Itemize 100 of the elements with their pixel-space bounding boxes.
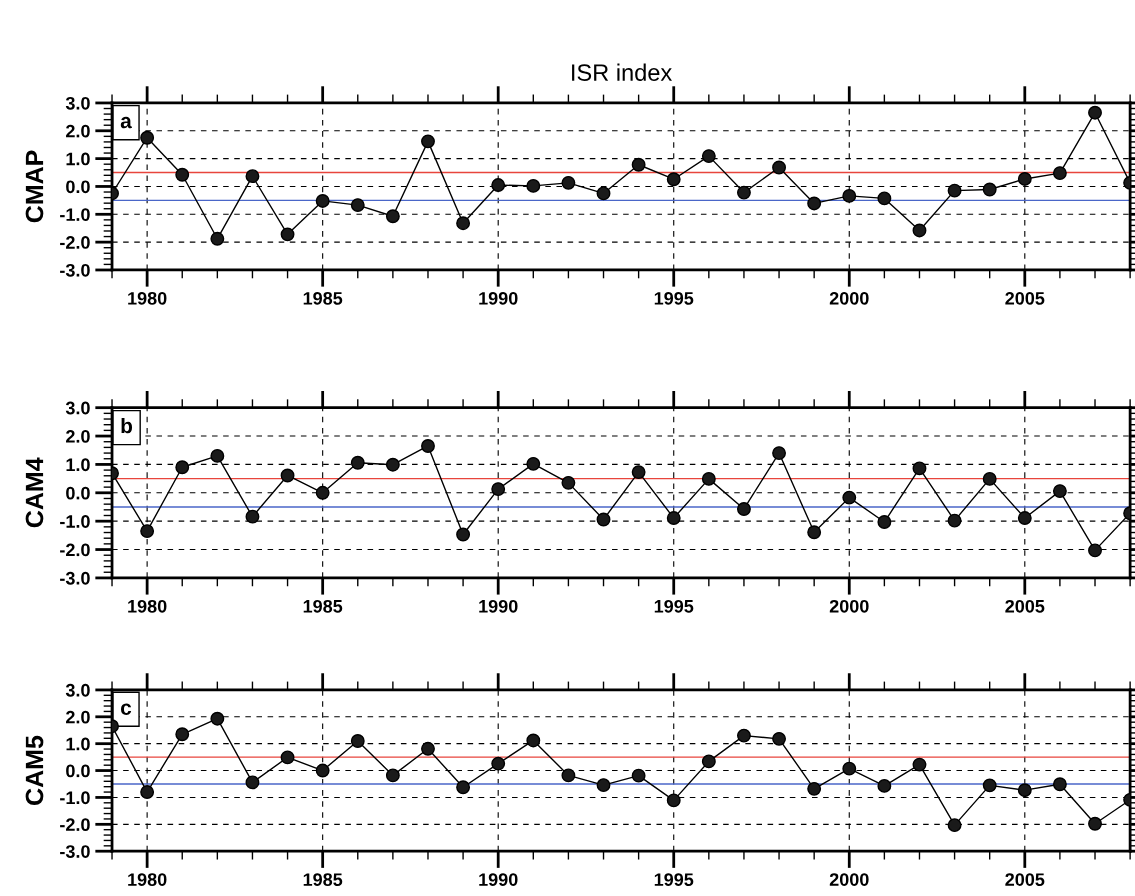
x-tick-label: 1985: [303, 291, 343, 305]
y-tick-label: 0.0: [66, 486, 90, 500]
point: [245, 169, 260, 184]
point: [842, 188, 857, 203]
point: [1052, 166, 1067, 181]
x-tick-label: 2005: [1005, 599, 1045, 613]
point: [561, 768, 576, 783]
y-tick-label: -1.0: [60, 208, 90, 222]
x-tick-label: 1995: [654, 599, 694, 613]
point: [245, 775, 260, 790]
x-tick-label: 2000: [829, 873, 869, 886]
point: [561, 475, 576, 490]
point: [1088, 543, 1102, 558]
point: [877, 191, 892, 206]
y-axis-title: CAM5: [25, 735, 44, 805]
point: [807, 196, 822, 211]
y-tick-label: 2.0: [66, 429, 90, 443]
point: [491, 482, 506, 497]
x-tick-label: 1990: [479, 599, 518, 613]
y-tick-label: -2.0: [60, 543, 90, 557]
x-tick-label: 1990: [479, 291, 518, 305]
x-tick-label: 2000: [829, 291, 869, 305]
y-tick-label: 3.0: [65, 683, 90, 697]
point: [772, 160, 786, 175]
point: [912, 461, 927, 476]
annotation: a: [120, 116, 132, 129]
point: [947, 183, 962, 198]
y-tick-label: 2.0: [66, 710, 90, 724]
x-tick-label: 2000: [829, 599, 869, 613]
x-tick-label: 1995: [654, 291, 694, 305]
point: [596, 186, 611, 201]
point: [596, 512, 611, 527]
point: [982, 471, 997, 486]
y-tick-label: -3.0: [60, 263, 90, 277]
point: [385, 768, 400, 783]
y-tick-label: 1.0: [66, 458, 90, 472]
point: [772, 731, 786, 746]
y-tick-label: 3.0: [65, 96, 90, 110]
y-tick-label: -1.0: [60, 791, 90, 805]
point: [1088, 816, 1102, 831]
point: [737, 502, 751, 516]
point: [350, 455, 365, 470]
y-tick-label: 1.0: [66, 152, 90, 166]
y-axis-title: CMAP: [25, 150, 44, 223]
x-tick-label: 1990: [479, 873, 518, 886]
y-tick-label: 0.0: [66, 764, 90, 778]
x-tick-label: 2005: [1005, 291, 1045, 305]
point: [421, 134, 435, 149]
y-tick-label: 0.0: [66, 180, 90, 194]
y-tick-label: 3.0: [65, 401, 90, 415]
point: [701, 149, 716, 164]
y-tick-label: -3.0: [60, 845, 90, 858]
point: [737, 185, 751, 200]
point: [456, 780, 471, 795]
y-tick-label: -2.0: [60, 818, 90, 832]
point: [175, 460, 190, 475]
point: [210, 231, 225, 246]
point: [421, 741, 435, 756]
point: [350, 198, 365, 213]
y-tick-label: -1.0: [60, 515, 90, 528]
point: [842, 490, 857, 505]
point: [912, 757, 927, 772]
point: [701, 754, 716, 769]
point: [245, 509, 260, 524]
annotation: c: [120, 703, 132, 715]
point: [210, 448, 225, 463]
point: [280, 750, 295, 765]
point: [912, 223, 927, 238]
point: [526, 733, 541, 748]
x-tick-label: 1985: [303, 873, 343, 886]
y-tick-label: -3.0: [60, 571, 90, 585]
point: [526, 178, 541, 193]
point: [1052, 484, 1067, 499]
point: [1017, 783, 1032, 798]
point: [1052, 777, 1067, 792]
x-tick-label: 1985: [303, 599, 343, 613]
point: [385, 457, 400, 472]
point: [631, 768, 646, 783]
point: [807, 781, 822, 796]
point: [842, 761, 857, 776]
y-tick-label: 2.0: [66, 124, 90, 138]
point: [737, 728, 751, 743]
point: [596, 778, 611, 793]
point: [140, 130, 155, 145]
point: [701, 471, 716, 486]
point: [877, 515, 892, 529]
point: [947, 818, 962, 833]
x-tick-label: 2005: [1005, 873, 1045, 886]
point: [491, 756, 506, 771]
point: [140, 524, 155, 539]
x-tick-label: 1995: [654, 873, 694, 886]
point: [947, 513, 962, 528]
point: [807, 525, 822, 540]
point: [421, 439, 435, 453]
point: [1017, 511, 1032, 525]
point: [315, 763, 330, 778]
point: [175, 167, 190, 182]
point: [350, 734, 365, 748]
point: [666, 172, 681, 187]
point: [877, 778, 892, 793]
